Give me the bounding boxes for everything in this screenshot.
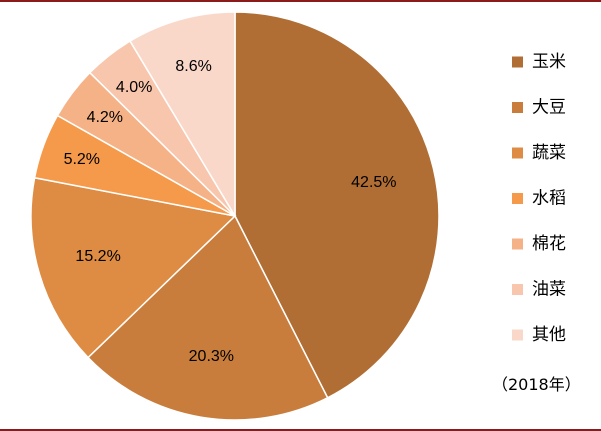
legend-swatch-7 xyxy=(512,330,523,341)
legend-label-7: 其他 xyxy=(532,325,566,345)
data-label-3: 15.2% xyxy=(75,248,120,265)
legend-note: （2018年） xyxy=(492,375,581,394)
legend-label-5: 棉花 xyxy=(532,234,566,254)
pie-slices xyxy=(31,12,439,420)
legend-swatch-2 xyxy=(512,102,523,113)
legend-label-1: 玉米 xyxy=(532,52,566,72)
data-label-2: 20.3% xyxy=(189,348,234,365)
legend-label-3: 蔬菜 xyxy=(532,143,566,163)
legend-label-6: 油菜 xyxy=(532,280,566,300)
legend-label-2: 大豆 xyxy=(532,98,566,118)
legend-swatch-4 xyxy=(512,193,523,204)
data-label-1: 42.5% xyxy=(351,174,396,191)
data-label-5: 4.2% xyxy=(87,109,123,126)
legend-swatch-3 xyxy=(512,148,523,159)
legend-swatch-5 xyxy=(512,239,523,250)
data-label-4: 5.2% xyxy=(64,151,100,168)
data-label-6: 4.0% xyxy=(116,79,152,96)
legend-swatch-6 xyxy=(512,284,523,295)
legend-swatch-1 xyxy=(512,57,523,68)
data-label-7: 8.6% xyxy=(175,58,211,75)
legend-label-4: 水稻 xyxy=(532,189,566,209)
